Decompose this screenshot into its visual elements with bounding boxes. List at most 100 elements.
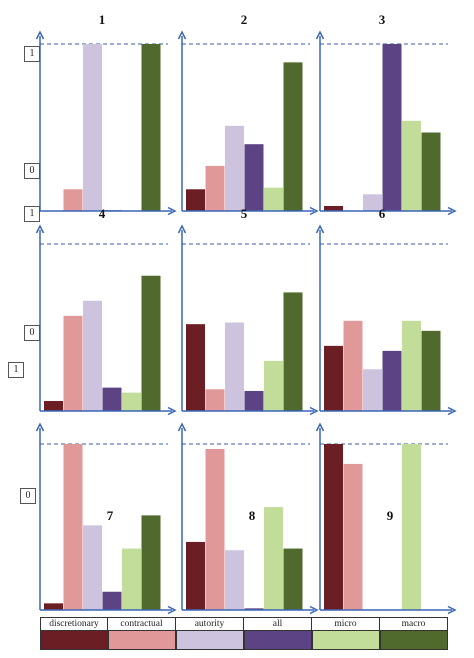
side-label-5: 1 <box>8 362 24 378</box>
bar-discretionary <box>324 205 343 211</box>
y-axis-arrow <box>315 224 325 234</box>
x-axis-arrow <box>447 406 457 416</box>
legend-item-all: all <box>244 617 312 650</box>
bar-all <box>382 44 402 211</box>
bar-discretionary <box>186 189 205 211</box>
legend-swatch <box>108 631 176 650</box>
legend-swatch <box>312 631 380 650</box>
panel-title: 6 <box>379 206 386 221</box>
bar-contractual <box>205 389 225 411</box>
bar-all <box>244 608 264 610</box>
side-label-6: 0 <box>20 488 36 504</box>
bar-contractual <box>63 315 83 411</box>
bar-contractual <box>205 165 225 211</box>
bar-macro <box>283 548 303 610</box>
bar-contractual <box>343 463 363 610</box>
y-axis-arrow <box>35 224 45 234</box>
bar-contractual <box>343 320 363 411</box>
side-label-1: 1 <box>24 46 40 62</box>
side-label-2: 0 <box>24 163 40 179</box>
x-axis-arrow <box>167 406 177 416</box>
legend-label: macro <box>380 617 448 631</box>
side-label-4: 0 <box>24 325 40 341</box>
bar-discretionary <box>44 400 63 411</box>
x-axis-arrow <box>447 206 457 216</box>
side-label-3: 1 <box>24 206 40 222</box>
bar-discretionary <box>324 444 343 610</box>
panel-title: 2 <box>241 12 248 27</box>
bar-all <box>244 390 264 411</box>
x-axis-arrow <box>167 605 177 615</box>
bar-chart-grid: 1 2 3 4 5 6 7 8 9 <box>35 12 457 615</box>
bar-macro <box>141 275 161 411</box>
legend-label: micro <box>312 617 380 631</box>
bar-autority <box>363 194 382 211</box>
bar-micro <box>402 320 421 411</box>
bar-macro <box>141 515 161 610</box>
y-axis-arrow <box>177 30 187 40</box>
bar-micro <box>122 392 141 411</box>
panel-title: 8 <box>249 508 256 523</box>
panel-title: 9 <box>387 508 394 523</box>
legend-item-contractual: contractual <box>108 617 176 650</box>
bar-discretionary <box>44 603 63 610</box>
legend-label: contractual <box>108 617 176 631</box>
bar-all <box>244 144 264 211</box>
y-axis-arrow <box>177 224 187 234</box>
x-axis-arrow <box>309 605 319 615</box>
x-axis-arrow <box>447 605 457 615</box>
legend-item-macro: macro <box>380 617 448 650</box>
legend-label: autority <box>176 617 244 631</box>
bar-macro <box>421 330 441 411</box>
bar-contractual <box>205 448 225 610</box>
y-axis-arrow <box>35 422 45 432</box>
bar-contractual <box>63 444 83 610</box>
legend-item-micro: micro <box>312 617 380 650</box>
bar-autority <box>225 550 244 610</box>
legend-item-discretionary: discretionary <box>40 617 108 650</box>
panel-title: 4 <box>99 206 106 221</box>
legend-label: all <box>244 617 312 631</box>
bar-micro <box>264 507 283 610</box>
x-axis-arrow <box>167 206 177 216</box>
bar-contractual <box>63 189 83 211</box>
bar-all <box>102 591 122 610</box>
x-axis-arrow <box>309 406 319 416</box>
bar-autority <box>83 44 102 211</box>
bar-autority <box>363 369 382 411</box>
bar-autority <box>83 525 102 610</box>
bar-discretionary <box>186 324 205 411</box>
bar-macro <box>141 44 161 211</box>
bar-micro <box>122 548 141 610</box>
bar-micro <box>402 444 421 610</box>
bar-discretionary <box>324 345 343 411</box>
panel-title: 7 <box>107 508 114 523</box>
bar-discretionary <box>186 541 205 610</box>
bar-autority <box>225 125 244 211</box>
bar-micro <box>264 360 283 411</box>
x-axis-arrow <box>309 206 319 216</box>
bar-autority <box>225 322 244 411</box>
bar-micro <box>264 187 283 211</box>
legend-label: discretionary <box>40 617 108 631</box>
y-axis-arrow <box>35 30 45 40</box>
panel-title: 1 <box>99 12 106 27</box>
y-axis-arrow <box>315 422 325 432</box>
y-axis-arrow <box>315 30 325 40</box>
bar-autority <box>83 300 102 411</box>
legend: discretionary contractual autority all m… <box>40 617 448 650</box>
legend-swatch <box>380 631 448 650</box>
legend-swatch <box>244 631 312 650</box>
bar-macro <box>283 62 303 212</box>
legend-swatch <box>176 631 244 650</box>
panel-title: 3 <box>379 12 386 27</box>
bar-macro <box>283 292 303 411</box>
legend-item-autority: autority <box>176 617 244 650</box>
bar-macro <box>421 132 441 211</box>
bar-all <box>382 350 402 411</box>
bar-micro <box>402 120 421 211</box>
panel-title: 5 <box>241 206 248 221</box>
legend-swatch <box>40 631 108 650</box>
y-axis-arrow <box>177 422 187 432</box>
bar-all <box>102 387 122 411</box>
